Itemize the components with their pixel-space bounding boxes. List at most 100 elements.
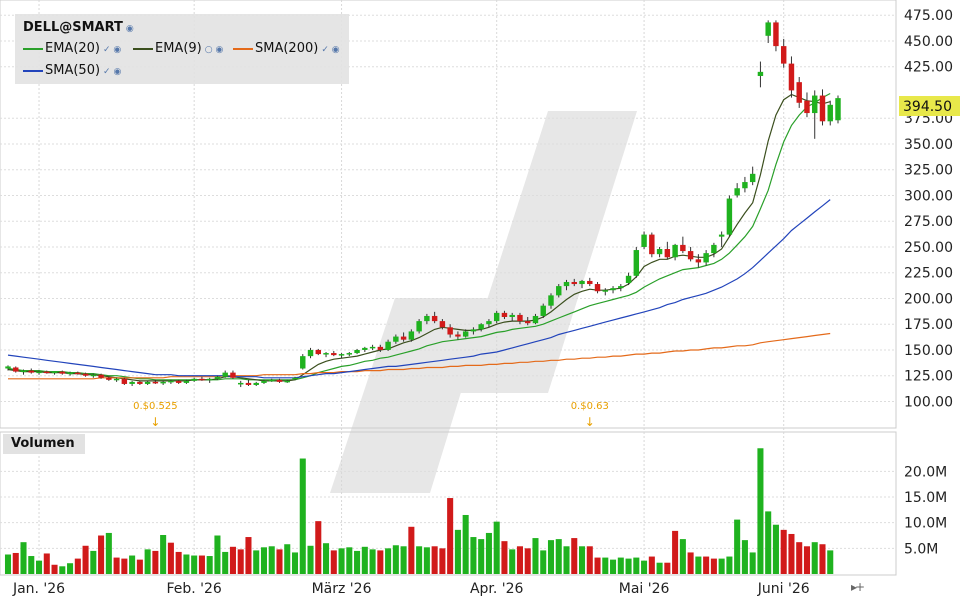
volume-bar: [509, 549, 516, 574]
volume-bar: [377, 550, 384, 574]
price-tick-label: 175.00: [904, 317, 953, 333]
volume-bar: [346, 547, 353, 574]
volume-bar: [672, 530, 679, 574]
candle-body: [400, 336, 407, 340]
volume-tick-label: 20.0M: [904, 464, 947, 480]
candle-body: [168, 380, 174, 383]
volume-bar: [90, 550, 97, 574]
candle-body: [540, 305, 546, 316]
volume-bar: [206, 556, 213, 574]
volume-bar: [827, 550, 834, 574]
dividend-arrow-icon: ↓: [150, 415, 160, 429]
legend-swatch-ema20: [23, 47, 43, 50]
candle-body: [796, 82, 802, 103]
volume-bar: [315, 521, 322, 574]
volume-bar: [578, 546, 586, 574]
volume-bar: [648, 556, 655, 574]
candle-body: [5, 366, 11, 369]
volume-bar: [633, 557, 640, 574]
candle-body: [222, 372, 228, 377]
candle-body: [664, 249, 671, 258]
chart-legend: DELL@SMART ◉ EMA(20) ✓ ◉ EMA(9) ○ ◉ SMA(200…: [15, 14, 349, 84]
scroll-arrow-icon[interactable]: ▸: [851, 580, 857, 594]
legend-swatch-sma200: [233, 47, 253, 50]
candle-body: [439, 321, 446, 328]
volume-bar: [532, 538, 539, 574]
candle-body: [82, 373, 89, 376]
volume-tick-label: 5.0M: [904, 541, 938, 557]
candle-body: [571, 281, 577, 285]
volume-bar: [67, 563, 74, 574]
candle-body: [470, 329, 477, 332]
legend-sma200[interactable]: SMA(200) ✓ ◉: [233, 41, 340, 56]
candle-body: [44, 371, 50, 374]
price-tick-label: 425.00: [904, 60, 953, 76]
check-icon[interactable]: ✓ ◉: [321, 45, 340, 55]
candle-body: [517, 314, 523, 322]
volume-bar: [811, 542, 818, 574]
candle-body: [486, 321, 492, 325]
scroll-plus-icon[interactable]: +: [855, 580, 865, 594]
symbol-text: DELL@SMART: [23, 20, 123, 35]
candle-body: [206, 378, 213, 381]
candle-body: [742, 182, 748, 189]
volume-tick-label: 15.0M: [904, 490, 947, 506]
volume-bar: [82, 545, 89, 574]
candle-body: [393, 336, 399, 342]
candle-body: [261, 380, 267, 383]
candle-body: [199, 378, 205, 381]
last-price-box: [899, 96, 960, 116]
x-tick-label: Feb. '26: [166, 581, 221, 597]
watermark-logo: [330, 111, 637, 493]
volume-bar: [43, 553, 50, 574]
volume-bar: [423, 547, 430, 574]
volume-bar: [625, 558, 632, 574]
candle-body: [276, 379, 283, 382]
candle-body: [563, 281, 570, 287]
candle-body: [237, 382, 244, 385]
candle-body: [137, 381, 143, 384]
volume-bar: [765, 511, 772, 574]
candle-body: [152, 381, 159, 384]
legend-ema9[interactable]: EMA(9) ○ ◉: [133, 41, 223, 56]
candle-body: [408, 331, 415, 340]
volume-bar: [741, 540, 748, 574]
legend-label-ema20: EMA(20): [45, 41, 101, 56]
legend-sma50[interactable]: SMA(50) ✓ ◉: [23, 63, 121, 78]
candle-body: [175, 380, 182, 383]
candle-body: [300, 356, 306, 369]
candle-body: [587, 280, 593, 285]
candle-body: [323, 353, 329, 355]
volume-bar: [175, 551, 182, 574]
check-icon[interactable]: ✓ ◉: [103, 67, 122, 77]
volume-bar: [330, 550, 337, 574]
volume-bar: [105, 532, 112, 574]
candle-body: [703, 253, 709, 263]
legend-ema20[interactable]: EMA(20) ✓ ◉: [23, 41, 121, 56]
candle-body: [633, 250, 640, 276]
price-tick-label: 450.00: [904, 34, 953, 50]
settings-icon[interactable]: ○ ◉: [204, 45, 224, 55]
candle-body: [377, 346, 384, 350]
eye-icon[interactable]: ◉: [125, 24, 134, 34]
candle-body: [447, 327, 453, 335]
volume-bar: [408, 526, 415, 574]
candle-body: [695, 259, 702, 263]
candle-body: [75, 372, 81, 375]
volume-bar: [524, 548, 531, 574]
volume-bar: [602, 557, 609, 574]
volume-bar: [695, 556, 702, 574]
price-tick-label: 100.00: [904, 394, 953, 410]
candle-body: [362, 347, 368, 350]
dividend-label: 0.$0.63: [571, 401, 609, 412]
volume-bar: [12, 552, 19, 574]
volume-bar: [617, 557, 624, 574]
ma-line-sma50: [7, 199, 831, 379]
volume-bar: [594, 557, 601, 574]
candle-body: [734, 188, 740, 196]
volume-bar: [113, 557, 120, 574]
candle-body: [51, 371, 58, 374]
legend-label-ema9: EMA(9): [155, 41, 202, 56]
check-icon[interactable]: ✓ ◉: [103, 45, 122, 55]
